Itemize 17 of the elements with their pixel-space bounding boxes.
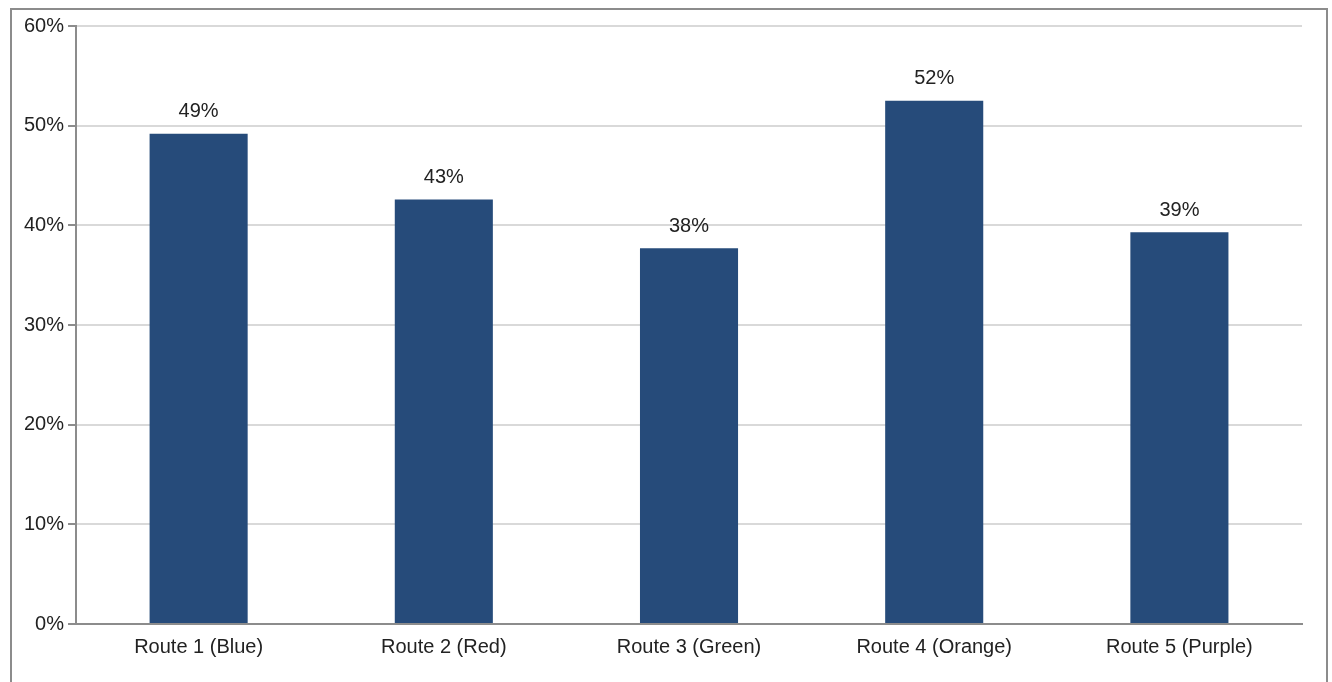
y-tick-label: 30% [24, 312, 65, 335]
y-tick-label: 40% [24, 212, 65, 235]
y-tick-label: 10% [24, 511, 65, 534]
y-tick-label: 0% [35, 611, 65, 634]
data-label: 43% [423, 164, 465, 187]
data-label: 38% [669, 213, 710, 236]
data-label: 49% [178, 99, 219, 122]
x-tick-label: Route 2 (Red) [381, 634, 507, 657]
x-tick-label: Route 4 (Orange) [856, 634, 1013, 657]
x-tick-label: Route 5 (Purple) [1106, 634, 1253, 657]
y-tick-label: 20% [24, 412, 65, 435]
y-tick-label: 50% [24, 113, 65, 136]
data-label: 39% [1159, 197, 1200, 220]
x-tick-label: Route 1 (Blue) [134, 634, 264, 657]
x-tick-label: Route 3 (Green) [616, 634, 762, 657]
data-label: 52% [914, 66, 955, 89]
y-tick-label: 60% [24, 13, 65, 36]
